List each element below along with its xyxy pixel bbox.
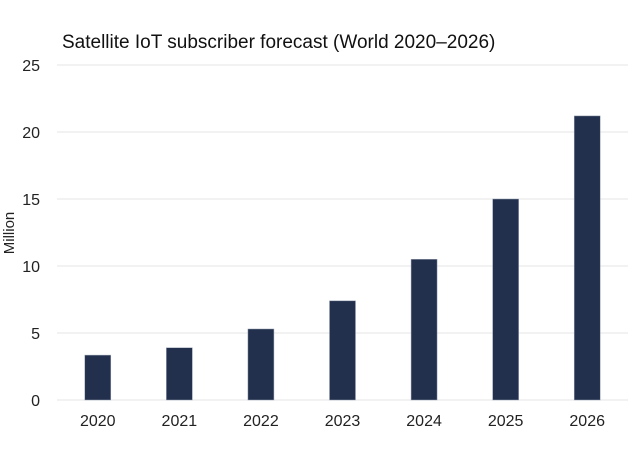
x-tick-label: 2021 [162, 413, 198, 430]
bar-2022 [247, 328, 275, 401]
x-tick-label: 2025 [488, 413, 524, 430]
bar-2023 [329, 300, 356, 401]
y-axis-label: Million [1, 212, 18, 255]
gridlines [57, 64, 628, 401]
bar-2020 [84, 354, 112, 401]
x-tick-label: 2022 [243, 413, 279, 430]
x-axis-ticks: 2020 2021 2022 2023 2024 2025 2026 [80, 413, 605, 430]
y-axis-ticks: 0 5 10 15 20 25 [22, 58, 40, 410]
chart-title: Satellite IoT subscriber forecast (World… [62, 32, 495, 53]
y-tick-label: 20 [22, 125, 40, 142]
x-tick-label: 2026 [569, 413, 605, 430]
x-tick-label: 2020 [80, 413, 116, 430]
bar-2024 [410, 259, 438, 401]
bar-2025 [492, 198, 519, 401]
bar-2026 [573, 115, 601, 401]
y-tick-label: 15 [22, 192, 40, 209]
x-tick-label: 2023 [325, 413, 361, 430]
bars [84, 115, 601, 401]
y-tick-label: 5 [31, 326, 40, 343]
bar-2021 [166, 347, 193, 401]
y-tick-label: 25 [22, 58, 40, 75]
y-tick-label: 10 [22, 259, 40, 276]
x-tick-label: 2024 [406, 413, 442, 430]
y-tick-label: 0 [31, 393, 40, 410]
